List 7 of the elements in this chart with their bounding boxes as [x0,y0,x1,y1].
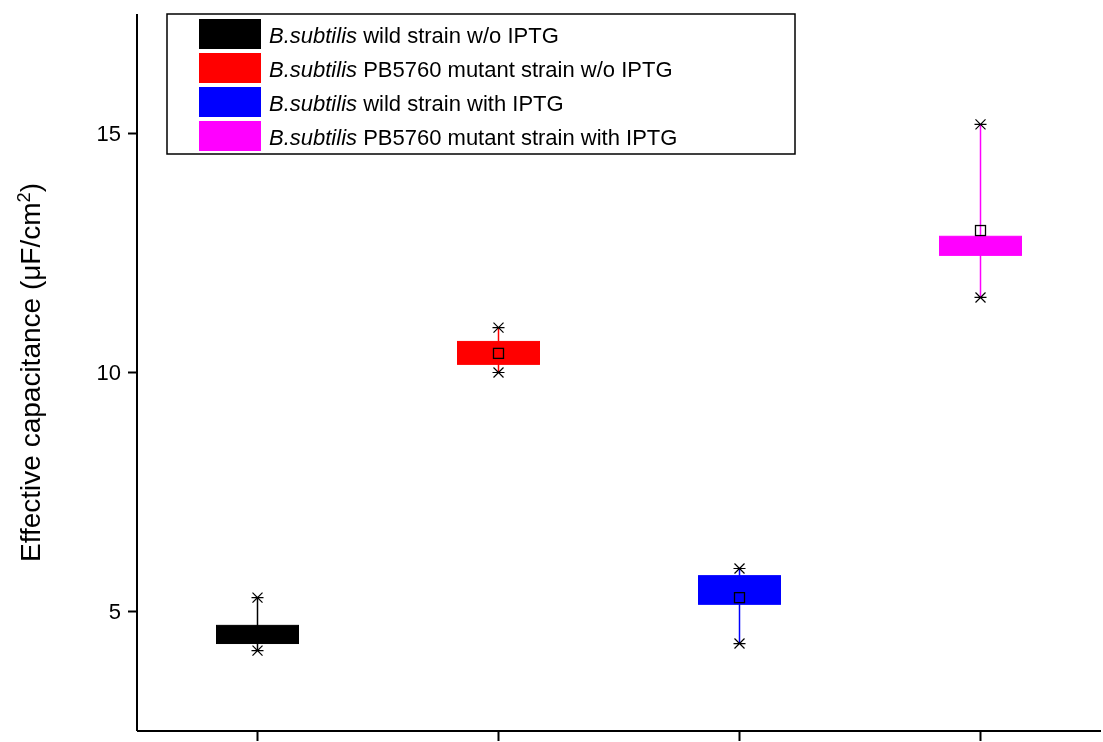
legend-label: B.subtilis wild strain w/o IPTG [269,22,559,48]
legend-label: B.subtilis wild strain with IPTG [269,90,564,116]
legend-label: B.subtilis PB5760 mutant strain with IPTG [269,124,678,150]
y-tick-label: 15 [96,121,121,147]
y-tick-label: 10 [96,360,121,386]
legend-label: B.subtilis PB5760 mutant strain w/o IPTG [269,56,673,82]
y-tick-label: 5 [108,599,121,625]
